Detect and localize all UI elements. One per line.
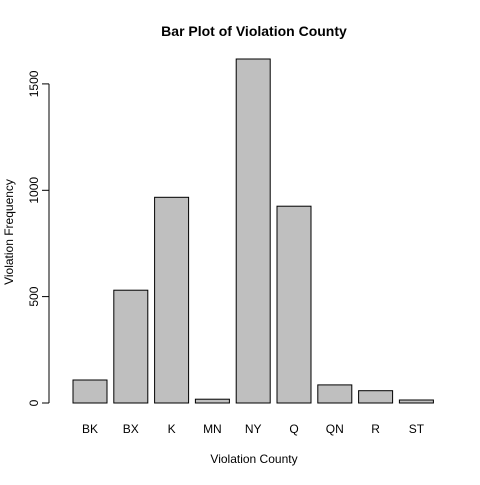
y-tick-label-1500: 1500 <box>27 70 41 97</box>
bar-bk <box>72 379 108 404</box>
x-tick-label-ny: NY <box>245 422 262 436</box>
x-tick-label-q: Q <box>289 422 298 436</box>
bars-layer <box>72 58 434 404</box>
x-tick-label-bx: BX <box>123 422 139 436</box>
bar-bx <box>113 289 149 404</box>
y-axis-label: Violation Frequency <box>2 179 16 285</box>
chart-title: Bar Plot of Violation County <box>161 23 347 39</box>
bar-st <box>398 399 434 404</box>
bar-ny <box>235 58 271 404</box>
x-tick-label-mn: MN <box>203 422 222 436</box>
x-tick-label-r: R <box>371 422 380 436</box>
bar-r <box>358 390 394 404</box>
x-tick-labels: BK BX K MN NY Q QN R ST <box>82 422 425 436</box>
bar-mn <box>194 398 230 404</box>
bar-q <box>276 205 312 404</box>
x-tick-label-k: K <box>168 422 176 436</box>
bar-qn <box>317 384 353 404</box>
x-tick-label-st: ST <box>409 422 425 436</box>
x-tick-label-bk: BK <box>82 422 98 436</box>
bar-k <box>154 196 190 404</box>
y-tick-label-1000: 1000 <box>27 177 41 204</box>
y-tick-label-500: 500 <box>27 286 41 306</box>
x-axis-label: Violation County <box>210 452 297 466</box>
y-tick-label-0: 0 <box>27 399 41 406</box>
y-axis: 0 500 1000 1500 <box>27 70 50 406</box>
x-tick-label-qn: QN <box>326 422 344 436</box>
